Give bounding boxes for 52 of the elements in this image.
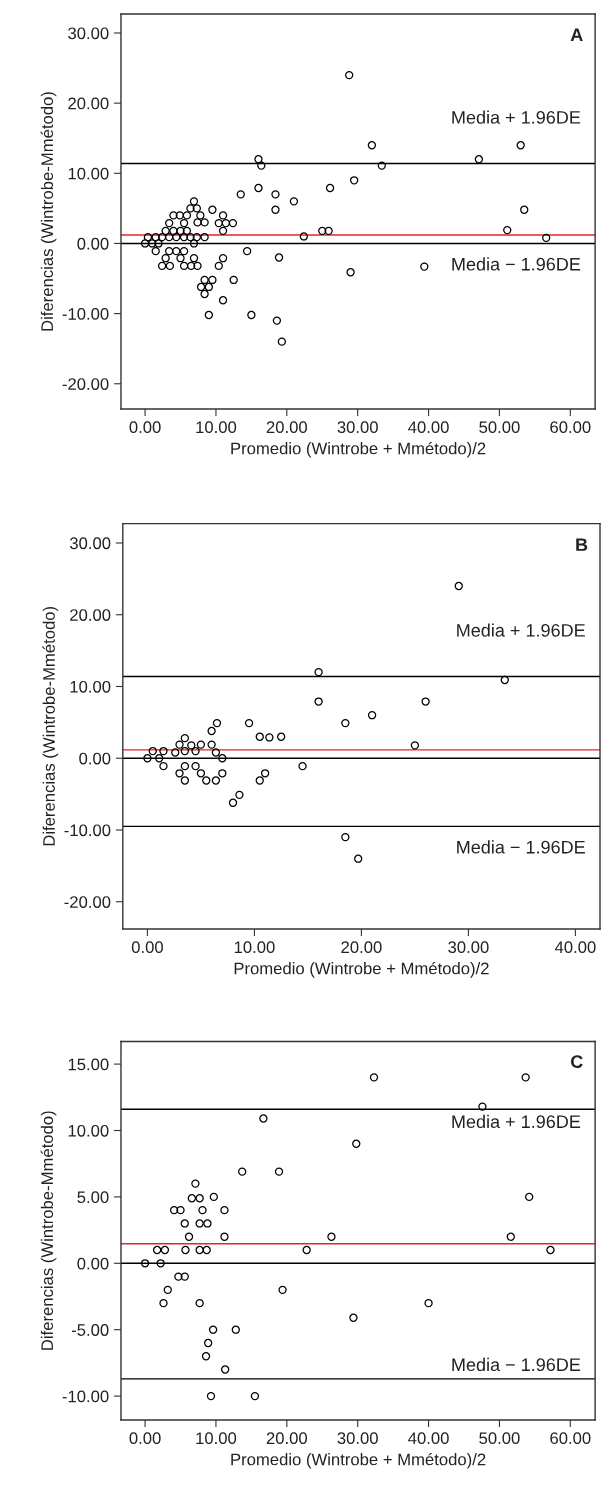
- x-tick-label: 0.00: [129, 421, 161, 434]
- y-tick-label: 20.00: [70, 609, 111, 621]
- x-tick-label: 60.00: [550, 421, 591, 434]
- y-axis-title: Diferencias (Wintrobe-Mmétodo): [42, 606, 59, 846]
- y-tick-label: -5.00: [71, 1324, 109, 1336]
- y-tick-label: 30.00: [69, 537, 111, 550]
- y-tick-label: -10.00: [64, 824, 111, 837]
- y-tick-label: 5.00: [77, 1191, 109, 1204]
- y-tick-label: -10.00: [62, 308, 109, 320]
- annotation: Media + 1.96DE: [452, 1114, 581, 1129]
- x-tick-label: 40.00: [408, 1432, 449, 1445]
- x-tick-label: 60.00: [550, 1432, 591, 1445]
- annotation: Media − 1.96DE: [457, 840, 585, 854]
- x-tick-label: 40.00: [554, 941, 596, 954]
- x-tick-label: 20.00: [341, 941, 382, 954]
- y-tick-label: 0.00: [77, 237, 109, 250]
- x-axis-title: Promedio (Wintrobe + Mmétodo)/2: [234, 961, 489, 978]
- y-tick-label: 20.00: [68, 97, 109, 110]
- y-axis-title: Diferencias (Wintrobe-Mmétodo): [40, 92, 57, 331]
- x-tick-label: 20.00: [266, 421, 308, 434]
- x-axis-title: Promedio (Wintrobe + Mmétodo)/2: [231, 1452, 486, 1469]
- y-tick-label: 10.00: [68, 167, 109, 180]
- y-tick-label: 10.00: [70, 680, 111, 693]
- x-tick-label: 10.00: [234, 941, 275, 954]
- y-tick-label: 0.00: [79, 752, 111, 765]
- x-tick-label: 0.00: [131, 941, 163, 954]
- text: B: [576, 538, 588, 551]
- text: C: [570, 1055, 583, 1069]
- y-tick-label: 10.00: [68, 1124, 109, 1137]
- y-axis-title: Diferencias (Wintrobe-Mmétodo): [40, 1111, 57, 1350]
- x-tick-label: 30.00: [337, 421, 378, 434]
- x-tick-label: 50.00: [479, 421, 520, 434]
- y-tick-label: -20.00: [62, 378, 109, 390]
- x-tick-label: 30.00: [337, 1432, 378, 1445]
- x-tick-label: 20.00: [266, 1432, 308, 1445]
- y-tick-label: 0.00: [77, 1257, 109, 1270]
- x-tick-label: 10.00: [196, 1432, 237, 1445]
- y-tick-label: -10.00: [62, 1390, 109, 1403]
- y-tick-label: 30.00: [68, 27, 109, 40]
- x-tick-label: 40.00: [408, 421, 449, 434]
- x-tick-label: 0.00: [129, 1432, 161, 1445]
- annotation: Media + 1.96DE: [452, 110, 581, 124]
- annotation: Media − 1.96DE: [452, 1357, 581, 1372]
- x-tick-label: 50.00: [479, 1432, 520, 1445]
- annotation: Media − 1.96DE: [452, 257, 581, 271]
- x-tick-label: 30.00: [448, 941, 489, 954]
- y-tick-label: 15.00: [68, 1058, 109, 1071]
- x-axis-title: Promedio (Wintrobe + Mmétodo)/2: [231, 441, 486, 458]
- y-tick-label: -20.00: [64, 896, 111, 908]
- annotation: Media + 1.96DE: [457, 623, 585, 637]
- x-tick-label: 10.00: [196, 421, 237, 434]
- text: A: [570, 28, 583, 41]
